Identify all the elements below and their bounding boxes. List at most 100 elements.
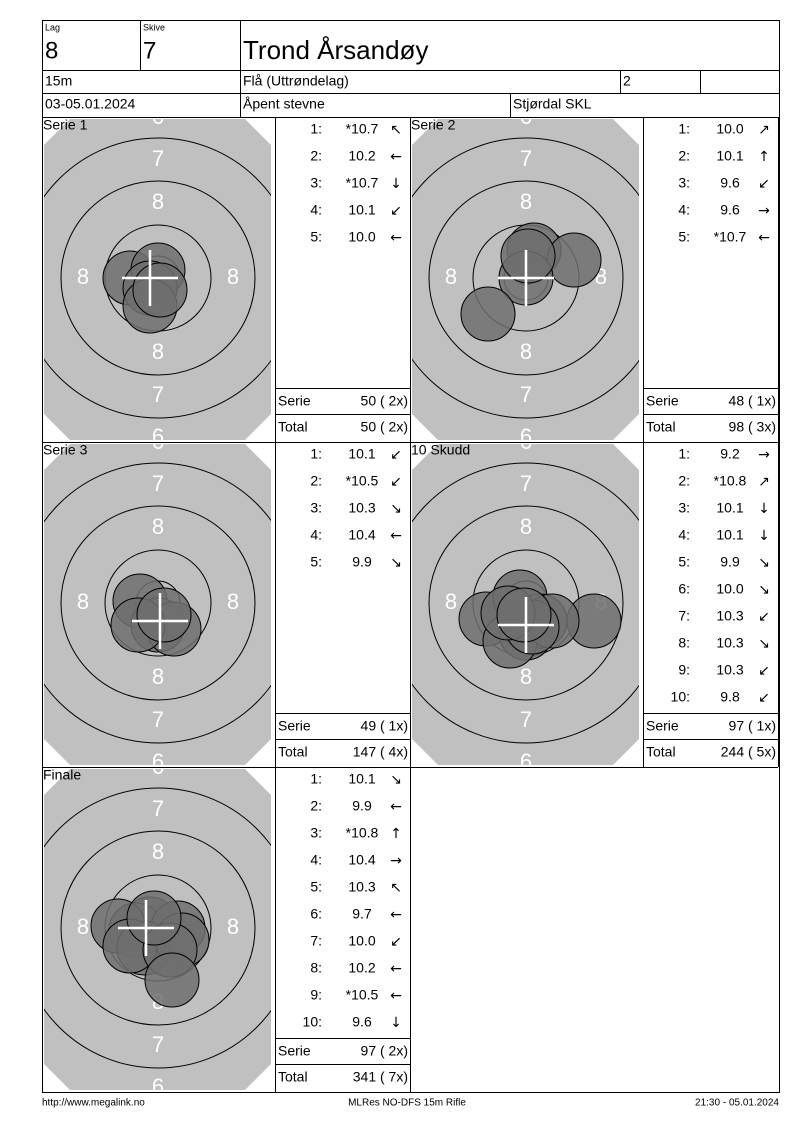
serie-label: Serie xyxy=(646,718,679,734)
ring-label: 8 xyxy=(520,339,532,364)
ring-label: 7 xyxy=(152,796,164,821)
total-score: 244 ( 5x) xyxy=(721,744,776,760)
serie-label: Serie xyxy=(646,393,679,409)
serie-label: Serie xyxy=(278,718,311,734)
panel-title: Serie 3 xyxy=(43,442,88,458)
shot-score: 10.4 xyxy=(348,852,375,868)
shot-direction: ← xyxy=(390,907,402,923)
shot-score: 10.0 xyxy=(716,121,743,137)
lag: 8 xyxy=(45,37,58,64)
shot-score: 10.2 xyxy=(348,960,375,976)
shot-direction: ↘ xyxy=(758,582,770,598)
shot-number: 4: xyxy=(678,202,690,218)
shot-number: 9: xyxy=(678,662,690,678)
ring-label: 7 xyxy=(152,146,164,171)
ring xyxy=(428,180,624,376)
ring-label: 7 xyxy=(520,707,532,732)
shot-direction: ↘ xyxy=(758,636,770,652)
shot-direction: ↙ xyxy=(758,176,770,192)
shot-number: 3: xyxy=(310,175,322,191)
ring-label: 8 xyxy=(227,264,239,289)
skive: 7 xyxy=(143,37,156,64)
panel-title: Serie 2 xyxy=(411,117,456,133)
shot-score: 10.1 xyxy=(716,148,743,164)
total-score: 50 ( 2x) xyxy=(361,419,408,435)
footer-url: http://www.megalink.no xyxy=(42,1098,145,1109)
shot-score: *10.5 xyxy=(346,473,379,489)
ring xyxy=(428,505,624,701)
total-label: Total xyxy=(278,419,308,435)
ring-label: 8 xyxy=(520,189,532,214)
date: 03-05.01.2024 xyxy=(45,96,136,112)
ring-label: 7 xyxy=(152,707,164,732)
ring-label: 8 xyxy=(152,664,164,689)
ring-label: 8 xyxy=(152,839,164,864)
serie-score: 97 ( 2x) xyxy=(361,1043,408,1059)
total-label: Total xyxy=(646,744,676,760)
shot-number: 1: xyxy=(310,121,322,137)
shot-score: 9.9 xyxy=(720,554,740,570)
shot-direction: ↙ xyxy=(390,474,402,490)
shot-direction: ↘ xyxy=(390,501,402,517)
shot-score: *10.7 xyxy=(346,121,379,137)
skive-label: Skive xyxy=(143,22,165,32)
ring-label: 7 xyxy=(152,1032,164,1057)
ring-label: 6 xyxy=(520,429,532,454)
shot-score: *10.8 xyxy=(346,825,379,841)
shot-score: 9.6 xyxy=(720,202,740,218)
shot-hole xyxy=(144,952,200,1008)
shot-number: 3: xyxy=(678,500,690,516)
ring-label: 7 xyxy=(520,146,532,171)
shot-direction: ↗ xyxy=(758,122,770,138)
shot-direction: ↙ xyxy=(390,934,402,950)
shot-score: *10.8 xyxy=(714,473,747,489)
shot-direction: ← xyxy=(390,149,402,165)
panel-title: 10 Skudd xyxy=(411,442,470,458)
ring-label: 6 xyxy=(520,749,532,774)
shot-number: 7: xyxy=(678,608,690,624)
border xyxy=(42,20,780,1093)
shot-number: 4: xyxy=(310,202,322,218)
shot-number: 1: xyxy=(678,121,690,137)
ring-label: 7 xyxy=(520,471,532,496)
shot-number: 2: xyxy=(678,473,690,489)
shot-direction: ↙ xyxy=(758,690,770,706)
shot-score: 9.9 xyxy=(352,798,372,814)
shot-number: 2: xyxy=(310,473,322,489)
total-label: Total xyxy=(278,1069,308,1085)
shot-score: 9.6 xyxy=(720,175,740,191)
shot-direction: ↙ xyxy=(390,447,402,463)
footer-program: MLRes NO-DFS 15m Rifle xyxy=(348,1098,466,1109)
shot-direction: ↖ xyxy=(390,122,402,138)
ring-label: 8 xyxy=(77,914,89,939)
shot-number: 7: xyxy=(310,933,322,949)
ring-label: 6 xyxy=(152,104,164,129)
total-score: 341 ( 7x) xyxy=(353,1069,408,1085)
footer-timestamp: 21:30 - 05.01.2024 xyxy=(695,1098,779,1109)
shot-score: 9.2 xyxy=(720,446,740,462)
shot-score: 9.9 xyxy=(352,554,372,570)
shot-direction: ← xyxy=(390,799,402,815)
shot-direction: ↓ xyxy=(390,176,402,192)
shot-score: 10.3 xyxy=(348,879,375,895)
total-score: 147 ( 4x) xyxy=(353,744,408,760)
shot-hole xyxy=(500,228,556,284)
shot-number: 8: xyxy=(310,960,322,976)
ring-label: 6 xyxy=(520,104,532,129)
ring-label: 7 xyxy=(152,382,164,407)
shot-number: 5: xyxy=(678,554,690,570)
ring-label: 7 xyxy=(152,471,164,496)
shot-score: 10.1 xyxy=(348,771,375,787)
shot-score: *10.5 xyxy=(346,987,379,1003)
shot-score: 10.4 xyxy=(348,527,375,543)
shot-score: 10.3 xyxy=(716,608,743,624)
panel-title: Finale xyxy=(43,767,81,783)
total-label: Total xyxy=(278,744,308,760)
ring-label: 6 xyxy=(152,754,164,779)
ring xyxy=(44,787,271,1069)
club: Flå (Uttrøndelag) xyxy=(243,73,349,89)
